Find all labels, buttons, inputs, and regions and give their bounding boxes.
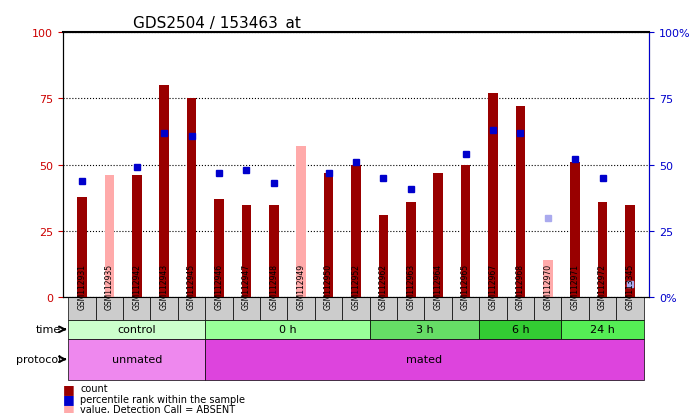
Text: GSM112968: GSM112968: [516, 263, 525, 309]
Bar: [378, 216, 388, 298]
Bar: [488, 94, 498, 298]
Text: 6 h: 6 h: [512, 325, 529, 335]
FancyBboxPatch shape: [205, 339, 644, 380]
Bar: [297, 147, 306, 298]
FancyBboxPatch shape: [561, 298, 589, 320]
Text: GSM112952: GSM112952: [352, 263, 360, 309]
Text: GSM112972: GSM112972: [598, 263, 607, 309]
Bar: [187, 99, 196, 298]
Text: GSM112971: GSM112971: [571, 263, 579, 309]
Text: 0 h: 0 h: [279, 325, 296, 335]
Text: GSM112948: GSM112948: [269, 263, 279, 309]
Bar: [433, 173, 443, 298]
Text: GSM112947: GSM112947: [242, 263, 251, 309]
FancyBboxPatch shape: [397, 298, 424, 320]
Text: ■: ■: [63, 382, 75, 395]
Text: ■: ■: [63, 392, 75, 405]
Bar: [269, 205, 279, 298]
Text: value, Detection Call = ABSENT: value, Detection Call = ABSENT: [80, 404, 235, 413]
FancyBboxPatch shape: [178, 298, 205, 320]
Bar: [597, 202, 607, 298]
FancyBboxPatch shape: [589, 298, 616, 320]
FancyBboxPatch shape: [151, 298, 178, 320]
Text: GSM112967: GSM112967: [489, 263, 498, 309]
Text: 24 h: 24 h: [590, 325, 615, 335]
Bar: [516, 107, 525, 298]
Text: percentile rank within the sample: percentile rank within the sample: [80, 394, 245, 404]
FancyBboxPatch shape: [205, 298, 232, 320]
FancyBboxPatch shape: [68, 298, 96, 320]
Text: GSM112950: GSM112950: [324, 263, 333, 309]
FancyBboxPatch shape: [452, 298, 480, 320]
Text: GDS2504 / 153463_at: GDS2504 / 153463_at: [133, 16, 301, 32]
Text: GSM112970: GSM112970: [543, 263, 552, 309]
Text: GSM112962: GSM112962: [379, 263, 388, 309]
Text: unmated: unmated: [112, 354, 162, 364]
Text: GSM113345: GSM113345: [625, 263, 634, 309]
FancyBboxPatch shape: [232, 298, 260, 320]
Bar: [242, 205, 251, 298]
Text: protocol: protocol: [16, 354, 61, 364]
FancyBboxPatch shape: [260, 298, 288, 320]
Text: GSM112942: GSM112942: [133, 263, 141, 309]
Bar: [132, 176, 142, 298]
Text: mated: mated: [406, 354, 443, 364]
Bar: [105, 176, 114, 298]
FancyBboxPatch shape: [534, 298, 561, 320]
Text: 3 h: 3 h: [416, 325, 433, 335]
Text: GSM112963: GSM112963: [406, 263, 415, 309]
FancyBboxPatch shape: [68, 320, 205, 339]
Bar: [461, 165, 470, 298]
Text: ■: ■: [63, 402, 75, 413]
FancyBboxPatch shape: [507, 298, 534, 320]
FancyBboxPatch shape: [288, 298, 315, 320]
Text: GSM112943: GSM112943: [160, 263, 169, 309]
Text: GSM112965: GSM112965: [461, 263, 470, 309]
FancyBboxPatch shape: [315, 298, 342, 320]
Bar: [214, 200, 224, 298]
Bar: [77, 197, 87, 298]
Text: GSM112964: GSM112964: [433, 263, 443, 309]
Bar: [543, 261, 553, 298]
FancyBboxPatch shape: [561, 320, 644, 339]
Text: GSM112931: GSM112931: [77, 263, 87, 309]
FancyBboxPatch shape: [480, 320, 561, 339]
Text: GSM112946: GSM112946: [214, 263, 223, 309]
FancyBboxPatch shape: [480, 298, 507, 320]
Bar: [351, 165, 361, 298]
FancyBboxPatch shape: [342, 298, 370, 320]
Text: GSM112945: GSM112945: [187, 263, 196, 309]
FancyBboxPatch shape: [123, 298, 151, 320]
FancyBboxPatch shape: [68, 339, 205, 380]
FancyBboxPatch shape: [205, 320, 370, 339]
FancyBboxPatch shape: [96, 298, 123, 320]
FancyBboxPatch shape: [616, 298, 644, 320]
Text: GSM112949: GSM112949: [297, 263, 306, 309]
FancyBboxPatch shape: [370, 320, 480, 339]
Bar: [406, 202, 415, 298]
Text: count: count: [80, 383, 108, 393]
Bar: [570, 163, 580, 298]
Text: time: time: [36, 325, 61, 335]
Bar: [159, 86, 169, 298]
FancyBboxPatch shape: [424, 298, 452, 320]
FancyBboxPatch shape: [370, 298, 397, 320]
Text: GSM112935: GSM112935: [105, 263, 114, 309]
Text: control: control: [117, 325, 156, 335]
Bar: [324, 173, 334, 298]
Bar: [625, 205, 634, 298]
